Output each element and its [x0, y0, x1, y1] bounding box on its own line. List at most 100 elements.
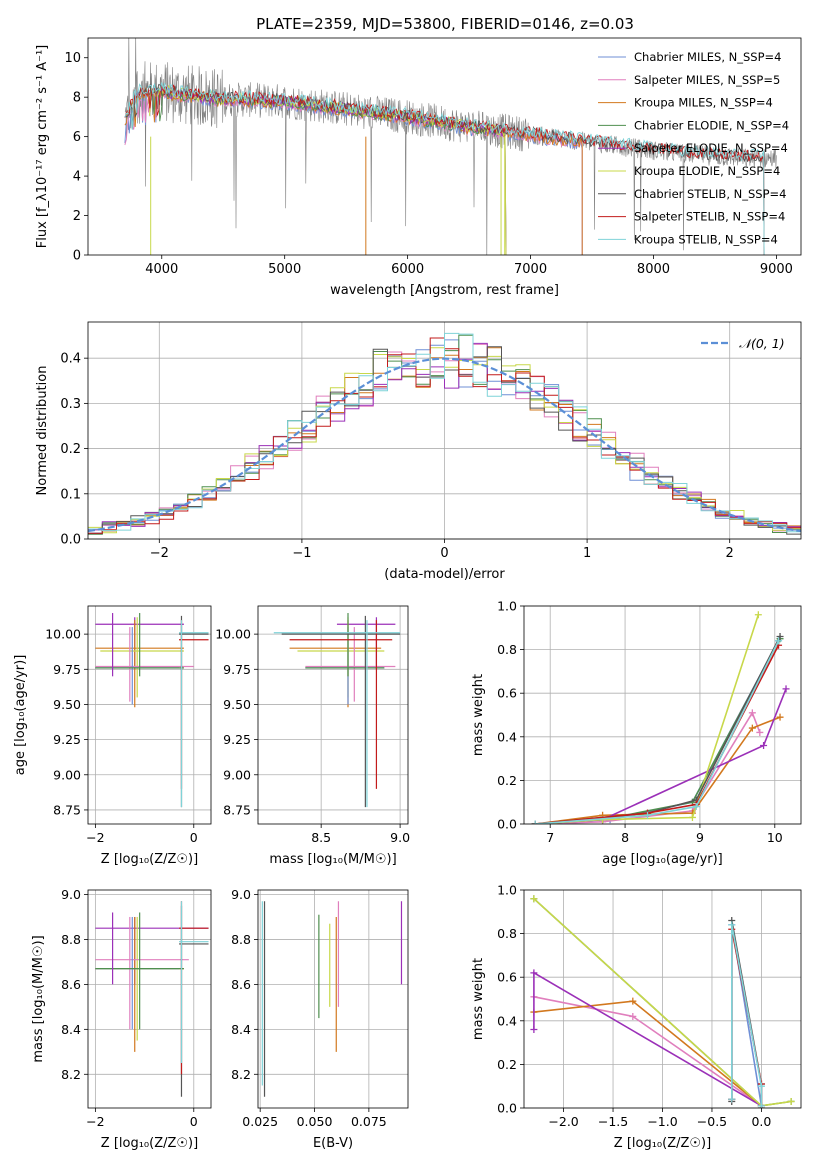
x-axis-label: Z [log₁₀(Z/Z☉)]: [101, 1136, 198, 1151]
mass_vs_Z-frame: [87, 889, 212, 1109]
weight-point-marker: [782, 685, 790, 693]
y-tick-label: 0.8: [497, 926, 517, 941]
weight-point-marker: [776, 713, 784, 721]
weight-point-marker: [748, 724, 756, 732]
x-tick-label: 0: [440, 546, 448, 561]
x-tick-label: −1.0: [647, 1114, 677, 1129]
spectrum-plot-area: [124, 38, 777, 255]
age_vs_Z-plot-area: [95, 613, 209, 808]
age_vs_mass-frame: [257, 605, 409, 825]
y-tick-label: 9.00: [223, 767, 251, 782]
weight-point-marker: [692, 803, 700, 811]
x-axis-label: Z [log₁₀(Z/Z☉)]: [101, 852, 198, 867]
y-tick-label: 0.2: [497, 1057, 517, 1072]
x-tick-label: 9.0: [390, 830, 410, 845]
weight-series-line: [533, 971, 762, 1107]
x-tick-label: 4000: [145, 262, 178, 277]
weight-point-marker: [629, 1012, 637, 1020]
plots-layer: 4000 5000 6000 7000 8000 90000246810wavelengt…: [13, 37, 802, 1151]
weight-point-marker: [748, 709, 756, 717]
legend-label: 𝒩(0, 1): [739, 336, 785, 351]
x-tick-label: −0.5: [697, 1114, 727, 1129]
legend-label: Kroupa MILES, N_SSP=4: [634, 96, 773, 110]
legend-label: Salpeter ELODIE, N_SSP=4: [634, 141, 788, 155]
mass_vs_Z-plot-area: [95, 901, 209, 1097]
x-axis-label: wavelength [Angstrom, rest frame]: [330, 283, 559, 298]
x-tick-label: 0: [190, 830, 198, 845]
figure-title: PLATE=2359, MJD=53800, FIBERID=0146, z=0…: [256, 15, 634, 33]
y-tick-label: 9.0: [231, 887, 251, 902]
x-tick-label: 8000: [637, 262, 670, 277]
y-tick-label: 0.2: [60, 442, 81, 457]
legend-label: Salpeter STELIB, N_SSP=4: [634, 210, 785, 224]
y-tick-label: 0.6: [497, 970, 517, 985]
legend-label: Chabrier ELODIE, N_SSP=4: [634, 118, 789, 132]
weight-point-marker: [776, 633, 784, 641]
y-tick-label: 9.50: [53, 697, 81, 712]
x-tick-label: −1.5: [598, 1114, 628, 1129]
weight-point-marker: [754, 611, 762, 619]
weight-point-marker: [760, 742, 768, 750]
weight-series-line: [535, 614, 760, 824]
y-tick-label: 8.4: [61, 1022, 81, 1037]
spectrum-frame: [87, 37, 802, 256]
y-tick-label: 1.0: [497, 599, 517, 614]
x-axis-label: Z [log₁₀(Z/Z☉)]: [614, 1136, 711, 1151]
weight-point-marker: [531, 820, 539, 824]
x-tick-label: 0.025: [242, 1114, 278, 1129]
weight-point-marker: [728, 1095, 736, 1103]
x-tick-label: 8: [621, 830, 629, 845]
y-tick-label: 0.0: [497, 1101, 517, 1116]
y-tick-label: 0.0: [497, 817, 517, 832]
weight-point-marker: [757, 1102, 765, 1108]
weight-point-marker: [530, 895, 538, 903]
x-axis-label: mass [log₁₀(M/M☉)]: [269, 852, 396, 867]
x-tick-label: 0.0: [751, 1114, 771, 1129]
weight_vs_age-frame: [523, 605, 802, 825]
x-tick-label: 1: [583, 546, 591, 561]
y-axis-label: mass weight: [471, 674, 486, 756]
y-axis-label: age [log₁₀(age/yr)]: [13, 655, 28, 776]
normal-curve: [88, 357, 801, 533]
y-tick-label: 8.2: [231, 1067, 251, 1082]
x-tick-label: 7: [546, 830, 554, 845]
legend-label: Chabrier MILES, N_SSP=4: [634, 50, 781, 64]
y-tick-label: 9.0: [61, 887, 81, 902]
x-axis-label: E(B-V): [313, 1136, 353, 1151]
y-tick-label: 9.75: [53, 662, 81, 677]
x-tick-label: −2: [86, 1114, 104, 1129]
weight-point-marker: [530, 1026, 538, 1034]
y-tick-label: 0.2: [497, 773, 517, 788]
weight-point-marker: [728, 921, 736, 929]
y-tick-label: 8.2: [61, 1067, 81, 1082]
x-tick-label: −1: [292, 546, 311, 561]
y-axis-label: Normed distribution: [35, 366, 50, 496]
weight-series-line: [533, 1000, 762, 1107]
x-tick-label: −2: [86, 830, 104, 845]
x-tick-label: 8.5: [311, 830, 331, 845]
legend-label: Chabrier STELIB, N_SSP=4: [634, 187, 786, 201]
residuals-axes: −2 −1 0 1 2 0.0 0.1 0.2 0.3 0.4 (data-model)/error…: [35, 321, 802, 582]
x-tick-label: 5000: [268, 262, 301, 277]
weight-point-marker: [787, 1097, 795, 1105]
y-tick-label: 0.8: [497, 642, 517, 657]
x-axis-label: (data-model)/error: [384, 567, 505, 582]
weight_vs_Z-axes: −2.0 −1.5 −1.0 −0.5 0.0 0.0 0.2 0.4 0.6 0.8 1.0 Z […: [471, 883, 802, 1151]
x-tick-label: −2.0: [548, 1114, 578, 1129]
y-tick-label: 9.25: [53, 732, 81, 747]
histogram-line: [88, 332, 801, 533]
weight_vs_age-axes: 7 8 9 10 0.0 0.2 0.4 0.6 0.8 1.0 age [log₁₀(age/yr…: [471, 599, 802, 867]
residuals-plot-area: [88, 332, 801, 535]
x-tick-label: 0.075: [351, 1114, 387, 1129]
weight-series-line: [535, 638, 781, 824]
x-tick-label: 9: [696, 830, 704, 845]
y-tick-label: 0.4: [497, 729, 517, 744]
y-tick-label: 6: [73, 130, 81, 145]
y-tick-label: 10.00: [215, 627, 251, 642]
y-tick-label: 4: [73, 170, 81, 185]
mass_vs_EBV-frame: [257, 889, 409, 1109]
y-tick-label: 0.3: [60, 397, 81, 412]
legend-label: Salpeter MILES, N_SSP=5: [634, 73, 780, 87]
age_vs_Z-axes: −2 0 8.75 9.00 9.25 9.50 9.75 10.00 Z [log₁₀(Z/Z…: [13, 605, 212, 867]
x-tick-label: 2: [726, 546, 734, 561]
